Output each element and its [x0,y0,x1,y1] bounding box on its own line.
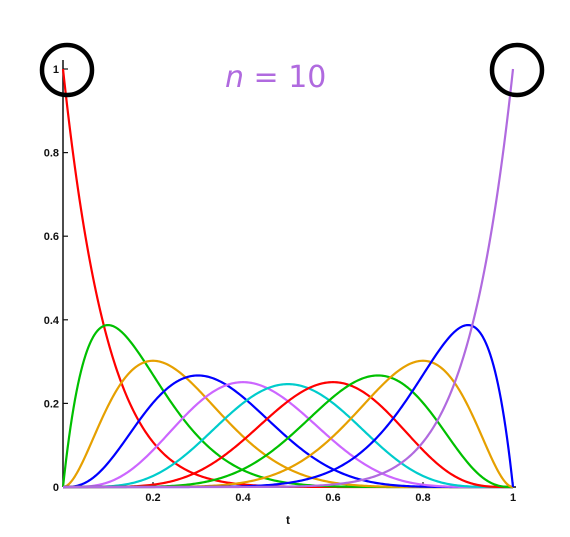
highlight-circles [39,42,545,98]
y-tick-label: 1 [53,64,59,76]
series-lines [61,68,515,489]
y-tick-label: 0.6 [44,231,59,243]
y-tick-label: 0.2 [44,398,59,410]
x-tick-label: 0.6 [325,492,340,504]
series-line [63,68,515,489]
series-line [63,383,513,489]
n-annotation: n = 10 [225,60,326,95]
y-tick-label: 0.4 [44,315,60,327]
x-tick-label: 0.2 [145,492,160,504]
x-axis-label: t [286,513,290,527]
highlight-circle [39,42,95,98]
x-tick-label: 1 [510,492,516,504]
ticks: 0 0.2 0.4 0.6 0.8 1 0.2 0.4 0.6 0.8 1 [44,64,516,504]
x-tick-label: 0.8 [415,492,430,504]
y-tick-label: 0.8 [44,148,59,160]
x-tick-label: 0.4 [235,492,251,504]
n-annotation-rest: = 10 [244,60,326,95]
series-line [63,359,514,489]
y-tick-label: 0 [53,482,59,494]
axes [62,60,516,488]
highlight-circle [489,42,545,98]
n-annotation-var: n [225,60,244,95]
series-line [61,68,513,489]
